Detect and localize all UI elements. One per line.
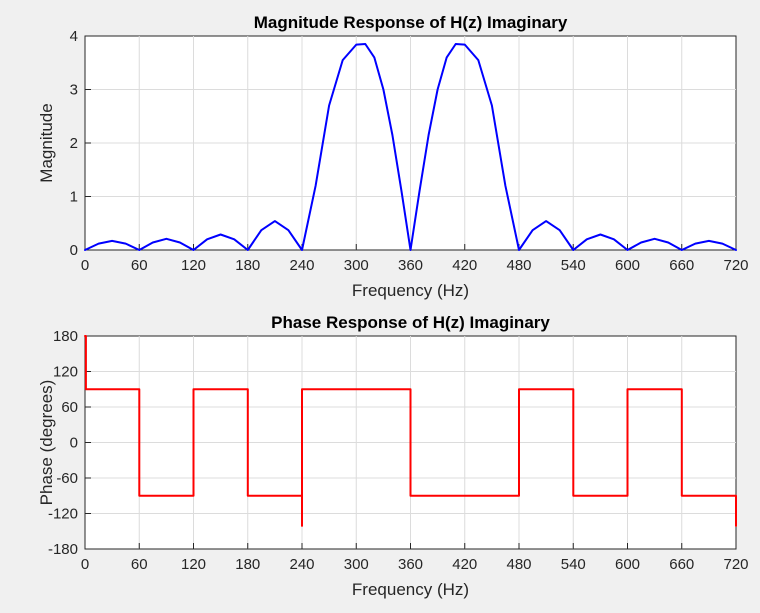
phase-x-tick-label: 180 bbox=[235, 556, 260, 573]
phase-y-axis-label: Phase (degrees) bbox=[37, 380, 56, 506]
magnitude-x-tick-label: 600 bbox=[615, 257, 640, 274]
magnitude-x-tick-label: 660 bbox=[669, 257, 694, 274]
phase-x-tick-label: 0 bbox=[81, 556, 89, 573]
phase-ticks: 0 60 120 180 240 300 360 420 480 540 600 660 720-180… bbox=[48, 328, 749, 573]
magnitude-y-axis-label: Magnitude bbox=[37, 103, 56, 182]
phase-series bbox=[84, 335, 737, 527]
phase-y-tick-label: 180 bbox=[53, 328, 78, 345]
phase-y-tick-label: 60 bbox=[61, 399, 78, 416]
magnitude-series bbox=[84, 43, 737, 251]
phase-x-tick-label: 540 bbox=[561, 556, 586, 573]
phase-y-tick-label: -60 bbox=[56, 470, 78, 487]
phase-x-tick-label: 420 bbox=[452, 556, 477, 573]
phase-series-line bbox=[84, 335, 737, 527]
magnitude-y-tick-label: 4 bbox=[70, 28, 78, 45]
magnitude-series-line bbox=[84, 43, 737, 251]
phase-x-tick-label: 360 bbox=[398, 556, 423, 573]
phase-x-tick-label: 480 bbox=[506, 556, 531, 573]
magnitude-x-tick-label: 540 bbox=[561, 257, 586, 274]
phase-y-tick-label: 0 bbox=[70, 435, 78, 452]
phase-x-tick-label: 120 bbox=[181, 556, 206, 573]
magnitude-plot: 0 60 120 180 240 300 360 420 480 540 600 660 720 0 1 2 3… bbox=[37, 13, 749, 300]
phase-title: Phase Response of H(z) Imaginary bbox=[271, 313, 550, 332]
magnitude-x-tick-label: 0 bbox=[81, 257, 89, 274]
phase-x-tick-label: 660 bbox=[669, 556, 694, 573]
magnitude-x-tick-label: 120 bbox=[181, 257, 206, 274]
magnitude-y-tick-label: 3 bbox=[70, 82, 78, 99]
magnitude-x-tick-label: 300 bbox=[344, 257, 369, 274]
magnitude-x-tick-label: 420 bbox=[452, 257, 477, 274]
magnitude-x-tick-label: 180 bbox=[235, 257, 260, 274]
phase-y-tick-label: -180 bbox=[48, 541, 78, 558]
magnitude-ticks: 0 60 120 180 240 300 360 420 480 540 600 660 720 0 1 2 3… bbox=[70, 28, 749, 274]
magnitude-y-tick-label: 2 bbox=[70, 135, 78, 152]
phase-y-tick-label: 120 bbox=[53, 364, 78, 381]
phase-x-tick-label: 240 bbox=[289, 556, 314, 573]
magnitude-x-tick-label: 240 bbox=[289, 257, 314, 274]
magnitude-x-axis-label: Frequency (Hz) bbox=[352, 281, 469, 300]
magnitude-y-tick-label: 0 bbox=[70, 242, 78, 259]
magnitude-x-tick-label: 60 bbox=[131, 257, 148, 274]
magnitude-title: Magnitude Response of H(z) Imaginary bbox=[254, 13, 568, 32]
phase-x-axis-label: Frequency (Hz) bbox=[352, 580, 469, 599]
phase-x-tick-label: 720 bbox=[723, 556, 748, 573]
magnitude-gridlines bbox=[85, 36, 736, 250]
phase-plot: 0 60 120 180 240 300 360 420 480 540 600 660 720-180… bbox=[37, 313, 749, 599]
phase-x-tick-label: 60 bbox=[131, 556, 148, 573]
phase-y-tick-label: -120 bbox=[48, 506, 78, 523]
magnitude-x-tick-label: 480 bbox=[506, 257, 531, 274]
magnitude-x-tick-label: 720 bbox=[723, 257, 748, 274]
phase-x-tick-label: 600 bbox=[615, 556, 640, 573]
phase-x-tick-label: 300 bbox=[344, 556, 369, 573]
magnitude-x-tick-label: 360 bbox=[398, 257, 423, 274]
magnitude-y-tick-label: 1 bbox=[70, 189, 78, 206]
